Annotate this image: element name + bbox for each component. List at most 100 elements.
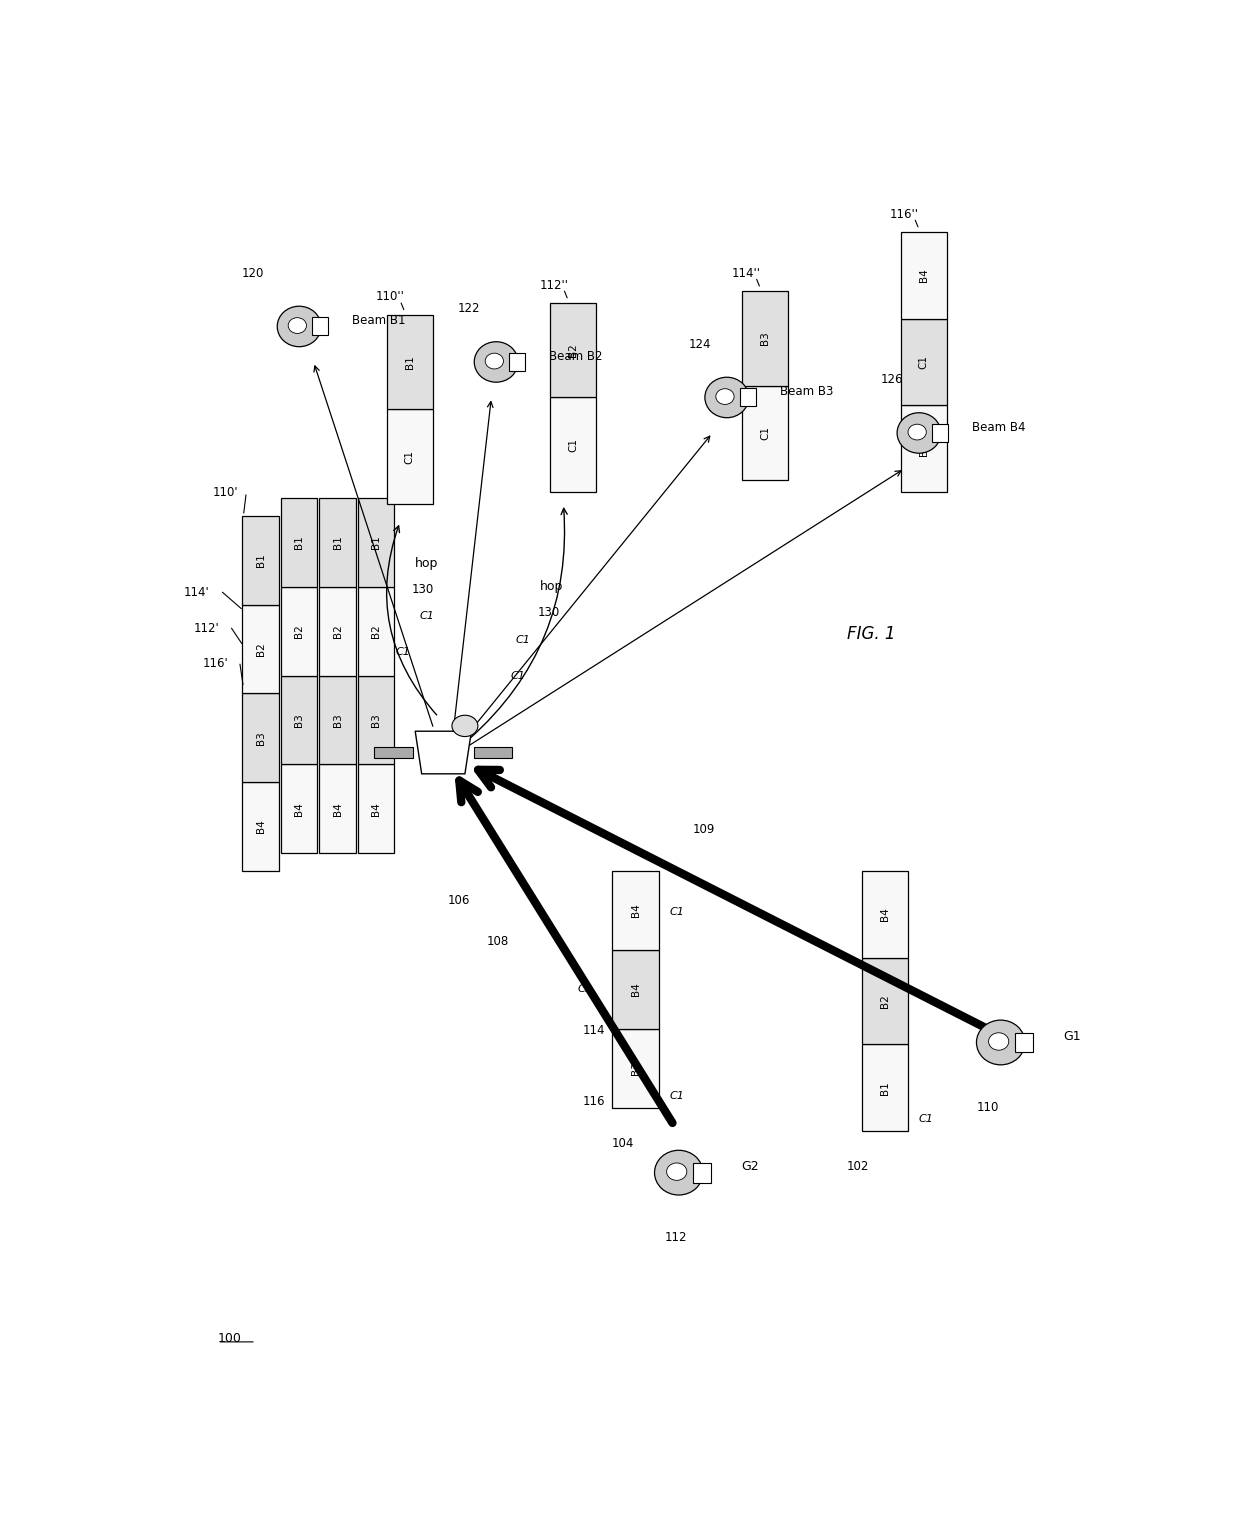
Bar: [281, 676, 317, 764]
Text: 114': 114': [184, 586, 210, 599]
Text: B2: B2: [332, 624, 342, 638]
Text: 110'': 110'': [376, 290, 405, 303]
Bar: [551, 303, 596, 398]
Text: 130: 130: [412, 583, 434, 596]
Text: B3: B3: [255, 732, 265, 744]
Bar: [281, 587, 317, 676]
Text: hop: hop: [539, 581, 563, 593]
Text: 110: 110: [977, 1100, 999, 1114]
Text: B4: B4: [294, 802, 304, 816]
Text: Beam B2: Beam B2: [549, 349, 603, 363]
Bar: [900, 318, 947, 406]
Text: G2: G2: [742, 1160, 759, 1173]
Bar: [551, 398, 596, 492]
Text: B3: B3: [371, 713, 381, 727]
Text: 120: 120: [242, 267, 264, 280]
Text: B4: B4: [630, 982, 641, 996]
Bar: [862, 958, 909, 1045]
Text: C1: C1: [670, 907, 684, 918]
Ellipse shape: [715, 389, 734, 404]
Text: C1: C1: [404, 450, 414, 464]
Bar: [387, 315, 433, 409]
Bar: [900, 406, 947, 492]
Bar: [358, 764, 394, 853]
Text: 108: 108: [486, 936, 508, 948]
Text: C1: C1: [670, 1091, 684, 1100]
Ellipse shape: [451, 715, 477, 736]
FancyBboxPatch shape: [693, 1162, 711, 1182]
Polygon shape: [474, 747, 512, 758]
Bar: [613, 950, 658, 1028]
Text: C1: C1: [516, 635, 531, 646]
Ellipse shape: [897, 413, 941, 453]
Bar: [862, 1045, 909, 1131]
Text: 112': 112': [193, 622, 219, 635]
Bar: [358, 676, 394, 764]
Text: 109: 109: [693, 822, 715, 836]
Text: B3: B3: [294, 713, 304, 727]
Text: B1: B1: [404, 355, 414, 369]
Text: C1: C1: [419, 612, 434, 621]
Bar: [613, 871, 658, 950]
Bar: [358, 498, 394, 587]
Text: 104: 104: [611, 1136, 634, 1150]
Bar: [613, 1028, 658, 1108]
Bar: [743, 290, 789, 386]
FancyBboxPatch shape: [508, 354, 526, 370]
Bar: [320, 676, 356, 764]
Ellipse shape: [704, 377, 749, 418]
Bar: [320, 587, 356, 676]
Text: 122: 122: [458, 303, 480, 315]
Text: B4: B4: [919, 441, 929, 455]
Text: C1: C1: [568, 438, 578, 452]
Text: B2: B2: [880, 994, 890, 1008]
Bar: [243, 604, 279, 693]
Text: B4: B4: [332, 802, 342, 816]
Text: 112'': 112'': [539, 278, 568, 292]
Bar: [243, 782, 279, 871]
Text: B3: B3: [760, 332, 770, 346]
Bar: [320, 764, 356, 853]
Text: 102: 102: [847, 1160, 869, 1173]
Bar: [862, 871, 909, 958]
Text: 112: 112: [665, 1231, 687, 1245]
Text: C1: C1: [578, 984, 593, 994]
Ellipse shape: [988, 1033, 1009, 1050]
Ellipse shape: [976, 1021, 1025, 1065]
Ellipse shape: [278, 306, 321, 347]
Bar: [900, 232, 947, 318]
Text: Beam B3: Beam B3: [780, 386, 833, 398]
Text: B3: B3: [332, 713, 342, 727]
Polygon shape: [415, 732, 471, 773]
Text: 130: 130: [537, 607, 559, 619]
Text: B1: B1: [255, 553, 265, 567]
Text: B1: B1: [332, 535, 342, 549]
Ellipse shape: [288, 318, 306, 334]
FancyBboxPatch shape: [1014, 1033, 1033, 1053]
Text: B4: B4: [630, 904, 641, 918]
Bar: [243, 693, 279, 782]
Text: 126: 126: [880, 373, 903, 386]
Text: B3: B3: [630, 1061, 641, 1074]
Bar: [743, 386, 789, 480]
Text: B2: B2: [568, 343, 578, 357]
Bar: [387, 409, 433, 504]
Bar: [320, 498, 356, 587]
Ellipse shape: [908, 424, 926, 440]
FancyBboxPatch shape: [739, 389, 756, 406]
Text: B4: B4: [255, 819, 265, 833]
Ellipse shape: [485, 354, 503, 369]
Text: C1: C1: [919, 355, 929, 369]
Text: B1: B1: [294, 535, 304, 549]
Text: 116': 116': [203, 658, 229, 670]
Text: 114'': 114'': [732, 267, 760, 280]
Bar: [243, 516, 279, 604]
Text: B4: B4: [371, 802, 381, 816]
Text: B4: B4: [919, 269, 929, 283]
Text: B1: B1: [880, 1081, 890, 1094]
Text: G1: G1: [1063, 1030, 1081, 1044]
Text: 106: 106: [448, 895, 470, 907]
Text: B2: B2: [255, 642, 265, 656]
Bar: [281, 498, 317, 587]
Bar: [281, 764, 317, 853]
